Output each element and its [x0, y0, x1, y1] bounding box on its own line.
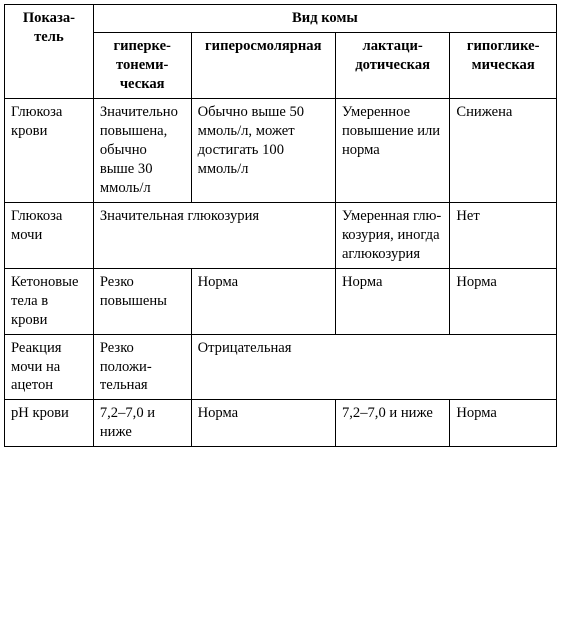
cell-c: Умерен­ная глю­козурия, иногда аглюкозу­…: [335, 202, 449, 268]
indicator-cell: Кетоно­вые тела в крови: [5, 268, 94, 334]
indicator-cell: Глюкоза мочи: [5, 202, 94, 268]
cell-a: Резко повыше­ны: [93, 268, 191, 334]
cell-a: Значи­тельно повы­шена, обычно выше 30 м…: [93, 98, 191, 202]
header-row-1: Показа­тель Вид комы: [5, 5, 557, 33]
cell-a: 7,2–7,0 и ниже: [93, 400, 191, 447]
coma-types-table: Показа­тель Вид комы гиперке­тонеми­ческ…: [4, 4, 557, 447]
indicator-cell: Реакция мочи на ацетон: [5, 334, 94, 400]
cell-d: Снижена: [450, 98, 557, 202]
cell-c: 7,2–7,0 и ниже: [335, 400, 449, 447]
table-row: Глюкоза мочи Значительная глюкозу­рия Ум…: [5, 202, 557, 268]
indicator-cell: pH крови: [5, 400, 94, 447]
cell-c: Умеренное повыше­ние или норма: [335, 98, 449, 202]
table-row: pH крови 7,2–7,0 и ниже Норма 7,2–7,0 и …: [5, 400, 557, 447]
col-header-c: лактаци­дотиче­ская: [335, 32, 449, 98]
table-row: Глюкоза крови Значи­тельно повы­шена, об…: [5, 98, 557, 202]
cell-b: Обычно выше 50 ммоль/л, может достигать …: [191, 98, 335, 202]
cell-d: Норма: [450, 400, 557, 447]
table-row: Реакция мочи на ацетон Резко положи­тель…: [5, 334, 557, 400]
group-header: Вид комы: [93, 5, 556, 33]
corner-header: Показа­тель: [5, 5, 94, 99]
cell-c: Норма: [335, 268, 449, 334]
cell-d: Нет: [450, 202, 557, 268]
cell-d: Норма: [450, 268, 557, 334]
cell-b: Норма: [191, 268, 335, 334]
col-header-a: гиперке­тонеми­ческая: [93, 32, 191, 98]
col-header-d: гипоглике­мическая: [450, 32, 557, 98]
indicator-cell: Глюкоза крови: [5, 98, 94, 202]
table-row: Кетоно­вые тела в крови Резко повыше­ны …: [5, 268, 557, 334]
cell-ab: Значительная глюкозу­рия: [93, 202, 335, 268]
cell-a: Резко положи­тельная: [93, 334, 191, 400]
cell-b: Норма: [191, 400, 335, 447]
cell-bcd: Отрицательная: [191, 334, 556, 400]
col-header-b: гиперосмо­лярная: [191, 32, 335, 98]
